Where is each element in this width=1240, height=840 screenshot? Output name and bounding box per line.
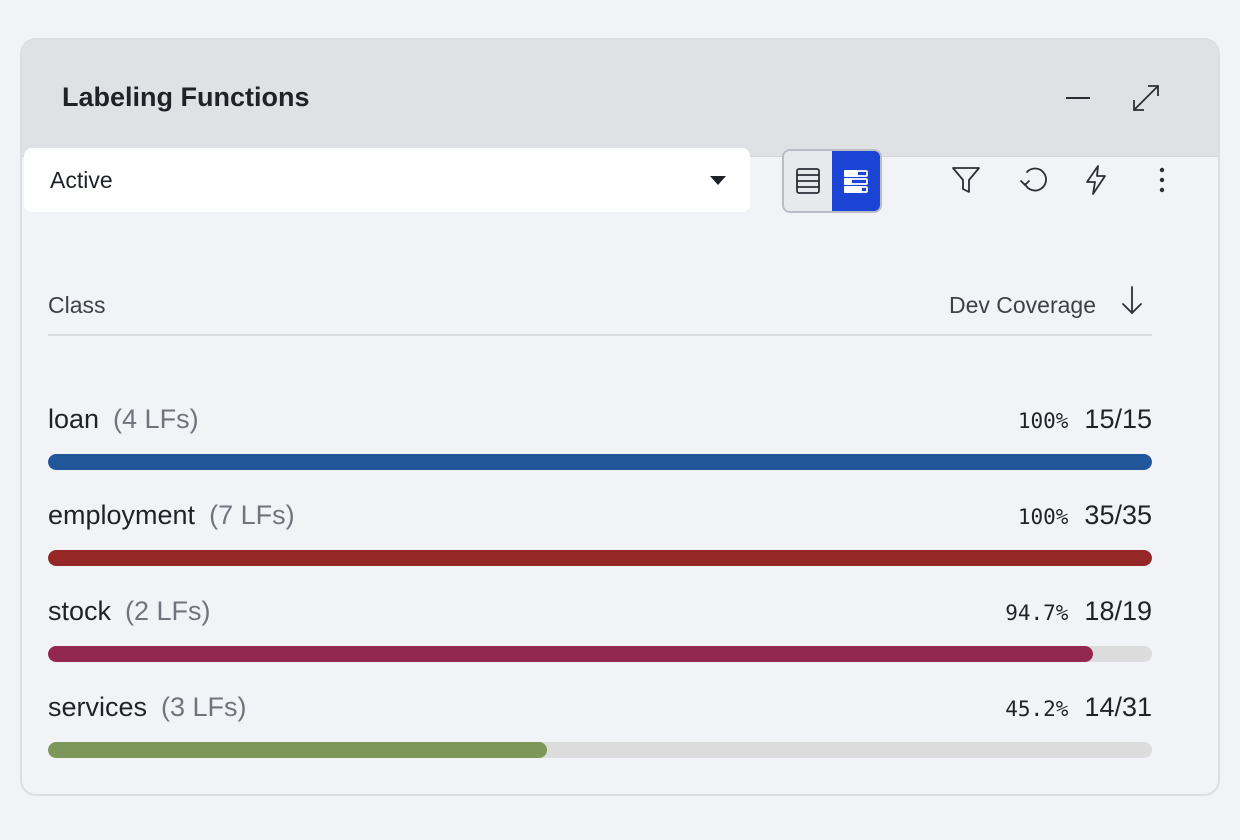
filter-icon xyxy=(952,167,980,193)
coverage-values: 100% 15/15 xyxy=(1018,404,1152,435)
coverage-bar-fill xyxy=(48,646,1094,662)
more-vertical-icon xyxy=(1159,167,1165,193)
class-name: loan (4 LFs) xyxy=(48,404,199,435)
class-row-loan[interactable]: loan (4 LFs) 100% 15/15 xyxy=(48,404,1152,484)
arrow-down-icon xyxy=(1122,286,1142,315)
bar-view-icon xyxy=(844,170,868,193)
lf-count: (2 LFs) xyxy=(125,596,211,626)
panel-title: Labeling Functions xyxy=(62,82,310,112)
coverage-bar-fill xyxy=(48,550,1152,566)
coverage-percent: 100% xyxy=(1017,409,1069,433)
lf-count: (3 LFs) xyxy=(161,692,247,722)
filter-button[interactable] xyxy=(946,160,986,200)
class-label: stock xyxy=(48,596,112,626)
coverage-bar-fill xyxy=(48,742,547,758)
expand-button[interactable] xyxy=(1126,78,1166,118)
coverage-fraction: 35/35 xyxy=(1084,500,1152,530)
table-header: Class Dev Coverage xyxy=(48,286,1152,336)
toolbar: Active xyxy=(24,148,1165,214)
class-column-header: Class xyxy=(48,292,106,318)
refresh-button[interactable] xyxy=(1014,160,1054,200)
coverage-values: 100% 35/35 xyxy=(1018,500,1152,531)
coverage-fraction: 14/31 xyxy=(1084,692,1152,722)
coverage-bar-track xyxy=(48,742,1152,758)
class-label: loan xyxy=(48,404,100,434)
class-label: employment xyxy=(48,500,196,530)
panel-header: Labeling Functions xyxy=(22,40,1218,157)
refresh-icon xyxy=(1020,167,1047,192)
class-row-employment[interactable]: employment (7 LFs) 100% 35/35 xyxy=(48,500,1152,580)
coverage-bar-track xyxy=(48,454,1152,470)
status-filter-value: Active xyxy=(50,166,113,193)
lf-count: (4 LFs) xyxy=(113,404,199,434)
class-name: employment (7 LFs) xyxy=(48,500,295,531)
coverage-bar-track xyxy=(48,646,1152,662)
class-name: stock (2 LFs) xyxy=(48,596,211,627)
class-row-stock[interactable]: stock (2 LFs) 94.7% 18/19 xyxy=(48,596,1152,676)
lightning-button[interactable] xyxy=(1076,160,1116,200)
class-label: services xyxy=(48,692,148,722)
list-view-button[interactable] xyxy=(784,151,832,211)
more-options-button[interactable] xyxy=(1142,160,1182,200)
coverage-fraction: 18/19 xyxy=(1084,596,1152,626)
minimize-icon xyxy=(1066,97,1090,99)
expand-icon xyxy=(1133,85,1159,111)
class-name: services (3 LFs) xyxy=(48,692,247,723)
coverage-percent: 100% xyxy=(1017,505,1069,529)
caret-down-icon xyxy=(710,176,726,185)
class-row-services[interactable]: services (3 LFs) 45.2% 14/31 xyxy=(48,692,1152,772)
coverage-fraction: 15/15 xyxy=(1084,404,1152,434)
view-toggle xyxy=(782,149,882,213)
coverage-percent: 94.7% xyxy=(1005,601,1069,625)
coverage-percent: 45.2% xyxy=(1005,697,1069,721)
coverage-bar-track xyxy=(48,550,1152,566)
dev-coverage-column-header[interactable]: Dev Coverage xyxy=(948,292,1096,318)
minimize-button[interactable] xyxy=(1058,78,1098,118)
status-filter-select[interactable]: Active xyxy=(24,148,750,212)
list-view-icon xyxy=(796,168,820,194)
bar-view-button[interactable] xyxy=(832,151,880,211)
coverage-values: 45.2% 14/31 xyxy=(1005,692,1152,723)
lf-count: (7 LFs) xyxy=(209,500,295,530)
coverage-bar-fill xyxy=(48,454,1152,470)
sort-button[interactable] xyxy=(1112,280,1152,320)
lightning-icon xyxy=(1086,165,1106,195)
coverage-values: 94.7% 18/19 xyxy=(1005,596,1152,627)
